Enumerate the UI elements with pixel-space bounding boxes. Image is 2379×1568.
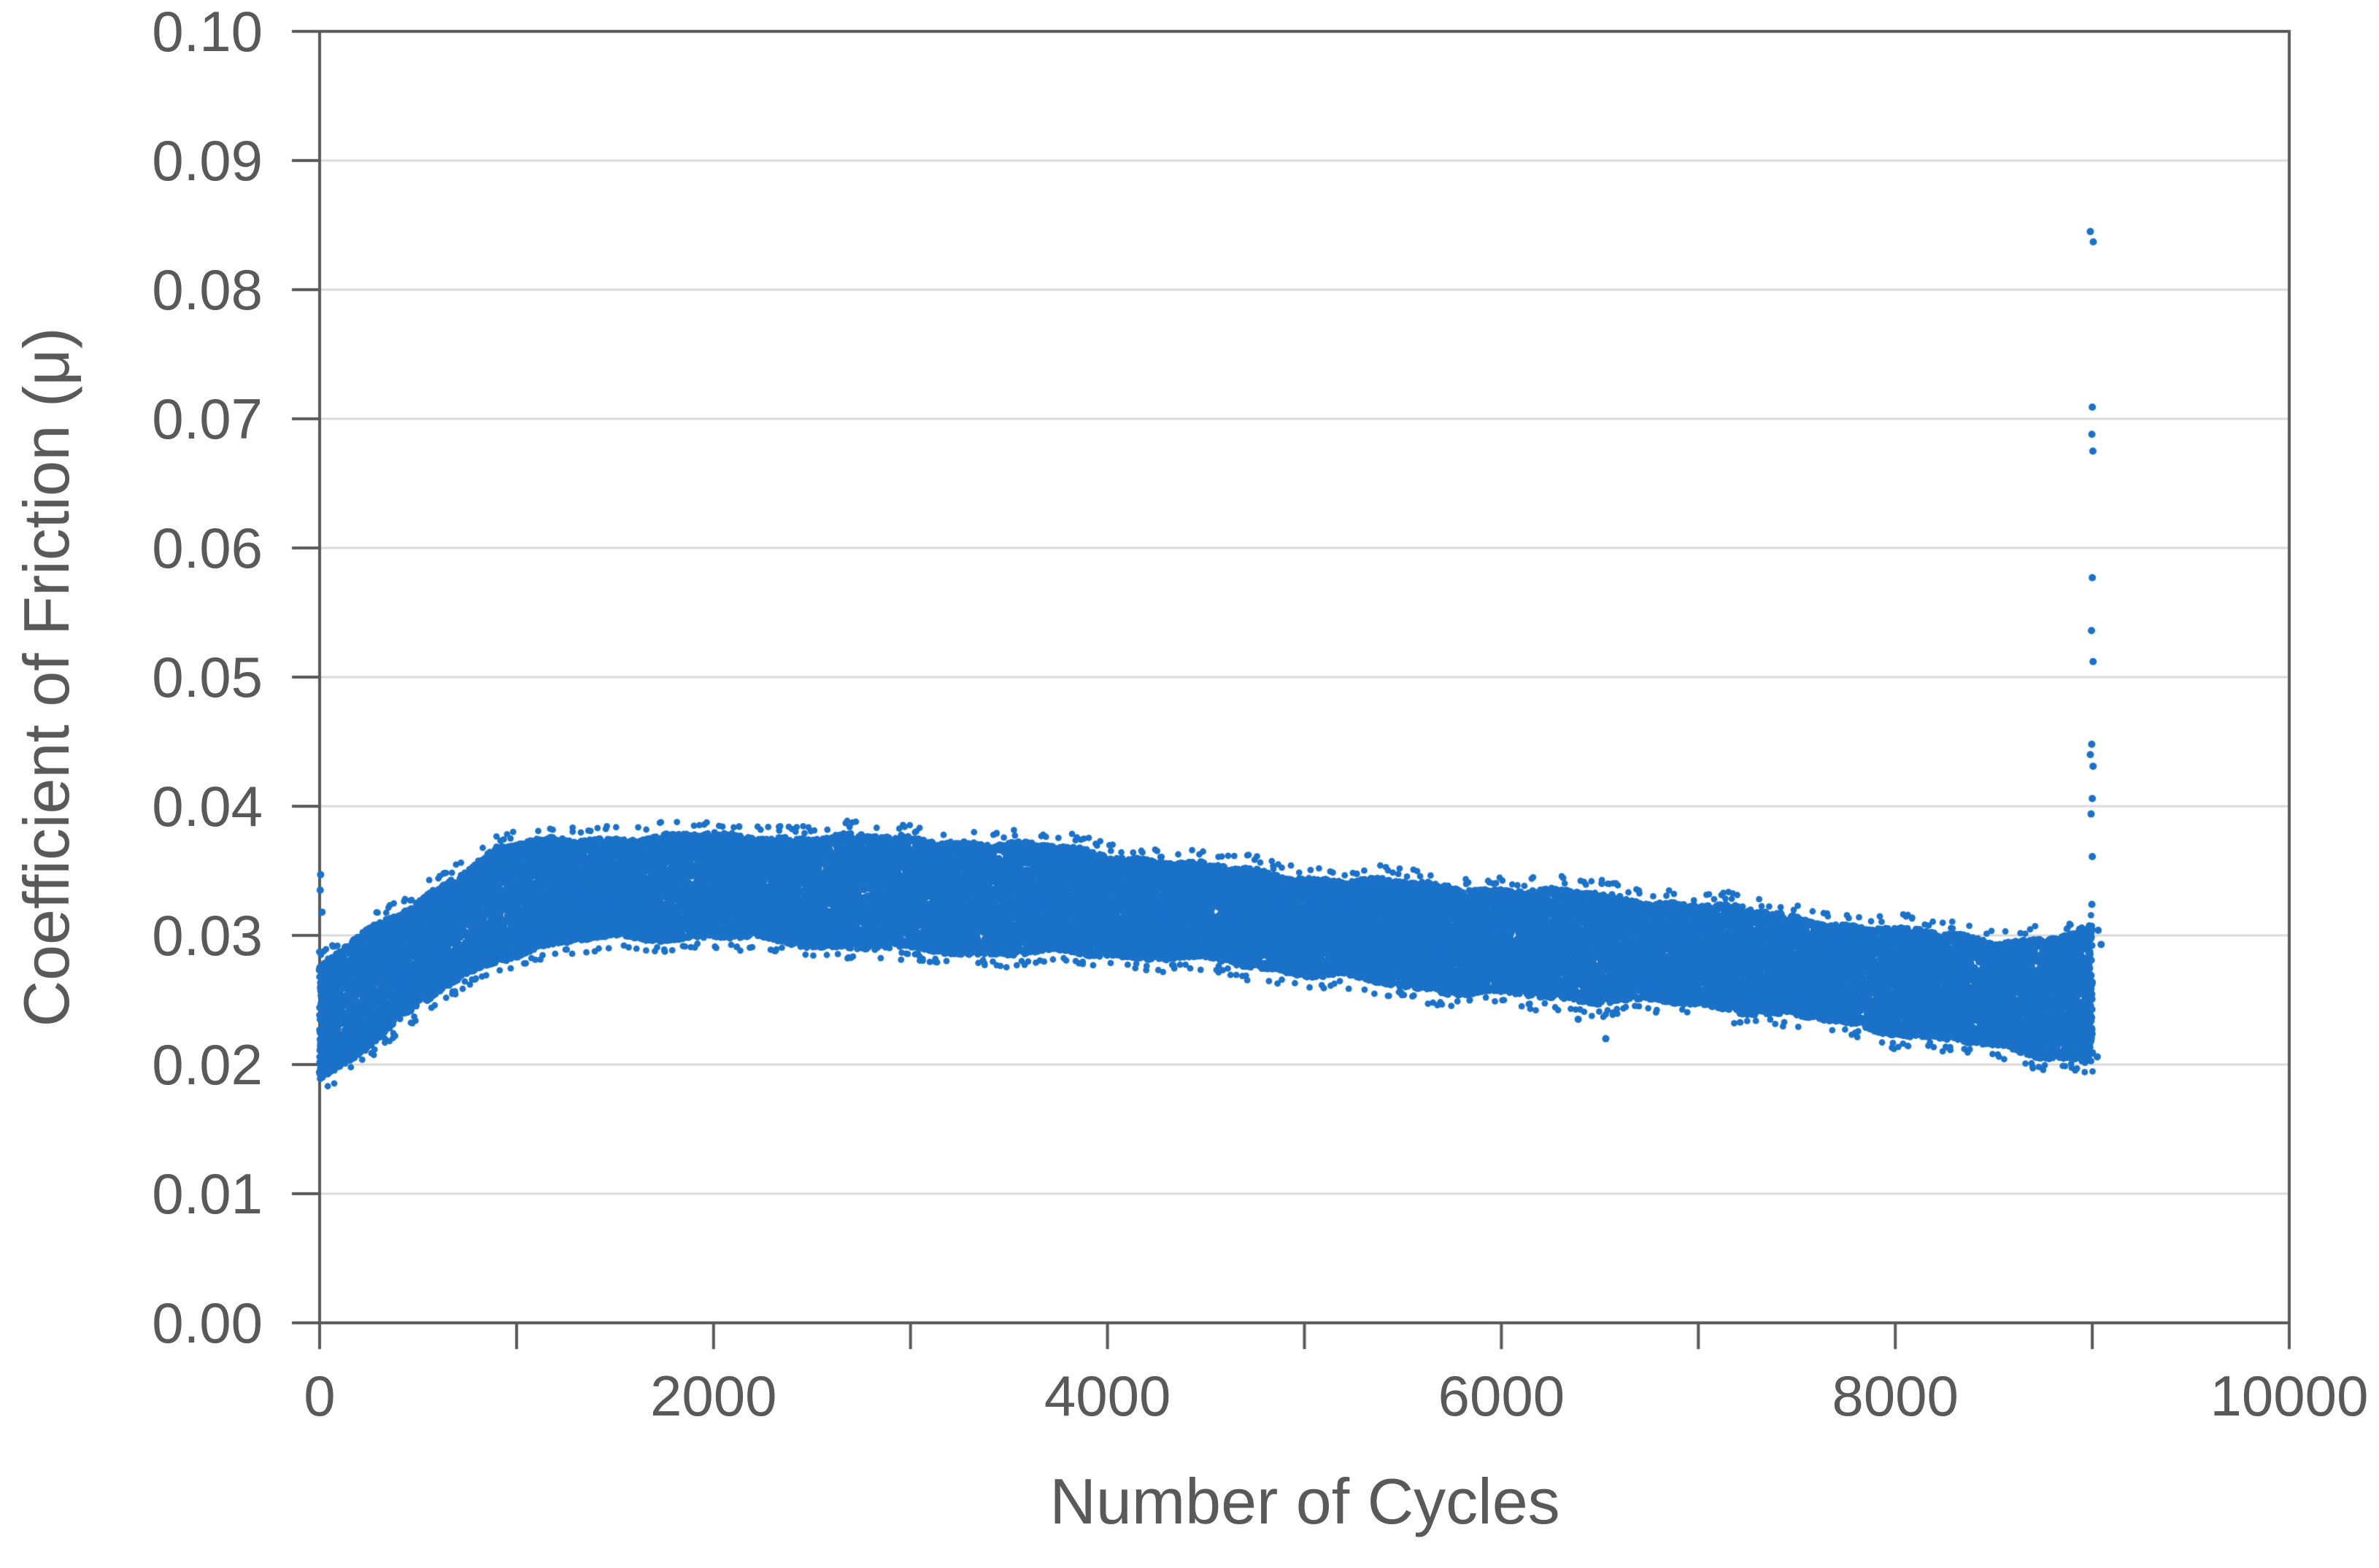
y-tick-label: 0.07 bbox=[152, 387, 263, 451]
y-tick-label: 0.09 bbox=[152, 128, 263, 193]
y-tick-label: 0.06 bbox=[152, 516, 263, 580]
y-axis-title: Coefficient of Friction (μ) bbox=[10, 327, 82, 1027]
x-tick-label: 8000 bbox=[1832, 1364, 1959, 1428]
y-tick-label: 0.04 bbox=[152, 774, 263, 838]
x-axis-title: Number of Cycles bbox=[1049, 1465, 1560, 1537]
y-tick-label: 0.01 bbox=[152, 1162, 263, 1226]
x-tick-label: 4000 bbox=[1044, 1364, 1171, 1428]
x-tick-label: 10000 bbox=[2210, 1364, 2369, 1428]
x-tick-label: 0 bbox=[304, 1364, 336, 1428]
y-tick-label: 0.03 bbox=[152, 903, 263, 968]
y-tick-label: 0.08 bbox=[152, 258, 263, 322]
y-tick-label: 0.02 bbox=[152, 1032, 263, 1097]
y-tick-label: 0.05 bbox=[152, 645, 263, 709]
y-tick-label: 0.10 bbox=[152, 0, 263, 63]
y-tick-label: 0.00 bbox=[152, 1291, 263, 1355]
x-tick-label: 6000 bbox=[1438, 1364, 1565, 1428]
x-tick-label: 2000 bbox=[650, 1364, 777, 1428]
